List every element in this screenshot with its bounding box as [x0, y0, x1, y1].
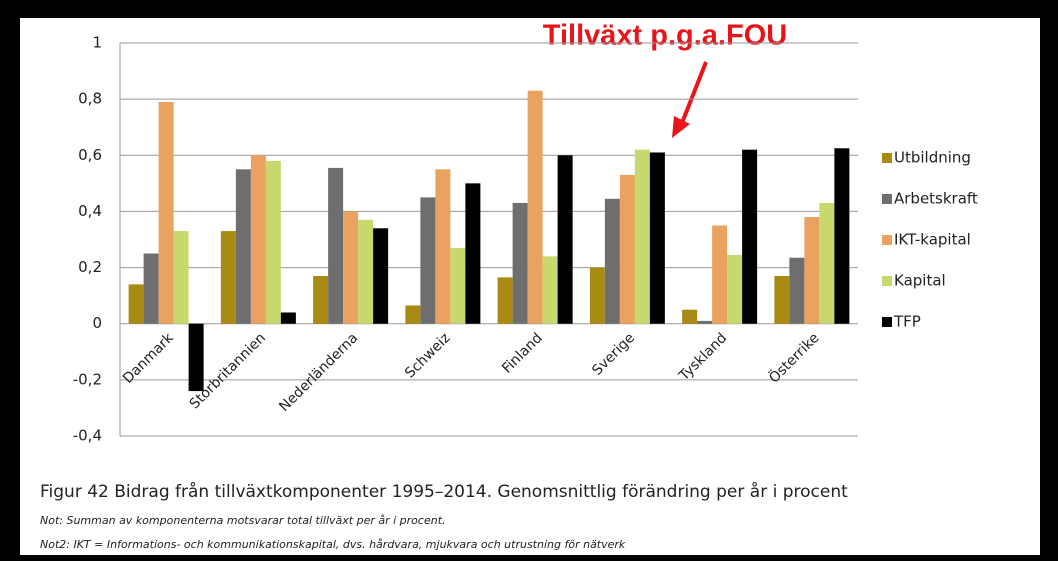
bar	[280, 312, 296, 324]
y-tick-label: 0,6	[78, 146, 102, 164]
bar	[789, 257, 805, 324]
bar	[235, 169, 251, 324]
bar	[834, 148, 850, 324]
annotation: Tillväxt p.g.a.FOU	[543, 20, 787, 52]
bar	[589, 267, 605, 324]
note: Not2: IKT = Informations- och kommunikat…	[40, 538, 626, 551]
bar	[143, 253, 159, 324]
bar	[420, 197, 436, 324]
bar	[542, 256, 558, 324]
bar	[313, 275, 329, 324]
bar	[682, 309, 698, 324]
bar	[604, 198, 620, 324]
y-tick-label: -0,2	[73, 370, 102, 388]
y-tick-label: 0,4	[78, 202, 102, 220]
legend-label: Kapital	[894, 272, 946, 290]
bar	[250, 155, 266, 324]
bar	[173, 231, 189, 324]
bar	[265, 160, 281, 324]
bar	[328, 167, 344, 324]
arrow-head	[672, 116, 690, 138]
bar	[358, 219, 374, 324]
legend-label: Utbildning	[894, 149, 971, 167]
bar	[742, 149, 758, 324]
legend-swatch	[882, 276, 892, 286]
bar	[619, 174, 635, 324]
bar	[188, 323, 204, 392]
y-tick-label: -0,4	[73, 427, 102, 445]
caption: Figur 42 Bidrag från tillväxtkomponenter…	[40, 481, 848, 502]
bar	[804, 217, 820, 324]
bar	[712, 225, 728, 324]
y-tick-label: 0	[92, 314, 102, 332]
bar	[373, 228, 389, 324]
note: Not: Summan av komponenterna motsvarar t…	[40, 514, 446, 527]
bar	[727, 254, 743, 324]
bar	[158, 101, 174, 324]
y-tick-label: 0,8	[78, 90, 102, 108]
y-tick-label: 1	[92, 34, 102, 52]
bar	[497, 277, 513, 324]
bar	[450, 247, 466, 324]
legend-label: IKT-kapital	[894, 231, 971, 249]
bar	[512, 203, 528, 324]
bar	[128, 284, 144, 324]
bar	[527, 90, 543, 324]
legend-swatch	[882, 317, 892, 327]
bar	[697, 320, 713, 324]
bar	[405, 305, 421, 324]
bar	[774, 275, 790, 324]
legend-label: TFP	[893, 313, 921, 331]
legend-label: Arbetskraft	[894, 190, 978, 208]
legend-swatch	[882, 153, 892, 163]
y-tick-label: 0,2	[78, 258, 102, 276]
legend-swatch	[882, 235, 892, 245]
bar	[465, 183, 481, 324]
bar	[819, 203, 835, 324]
bar	[557, 155, 573, 324]
bar	[343, 211, 359, 324]
arrow	[678, 61, 708, 129]
bar	[634, 149, 650, 324]
legend-swatch	[882, 194, 892, 204]
bar	[435, 169, 451, 324]
bar	[649, 152, 665, 324]
bar	[220, 231, 236, 324]
